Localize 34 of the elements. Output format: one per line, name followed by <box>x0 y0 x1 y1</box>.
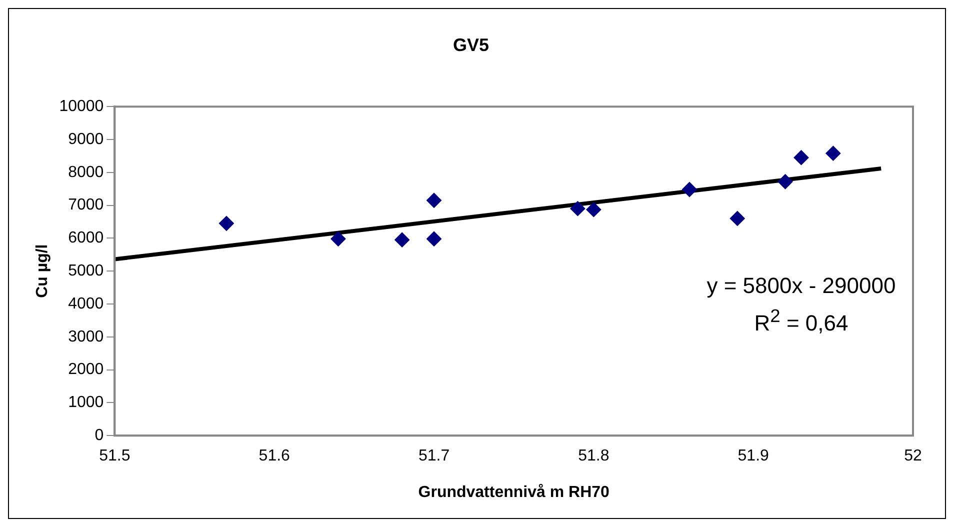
point <box>426 231 442 246</box>
point <box>218 216 234 231</box>
y-tick-label: 0 <box>94 427 104 444</box>
point <box>426 192 442 208</box>
y-tick-label: 8000 <box>68 164 104 181</box>
point <box>682 182 697 198</box>
point <box>794 150 809 166</box>
point <box>330 231 346 246</box>
x-axis-title: Grundvattennivå m RH70 <box>418 482 610 501</box>
point <box>826 146 841 161</box>
point <box>730 210 745 226</box>
x-tick-label: 51.9 <box>738 448 770 465</box>
y-tick-label: 5000 <box>68 262 104 280</box>
annotation: y = 5800x - 290000 <box>706 272 897 300</box>
x-tick-label: 51.5 <box>99 448 130 465</box>
point <box>586 202 602 218</box>
y-tick-label: 10000 <box>59 98 104 116</box>
x-tick-label: 52 <box>904 448 922 465</box>
x-tick-label: 51.7 <box>418 448 450 465</box>
y-axis-title: Cu µg/l <box>34 244 52 298</box>
point <box>570 201 586 216</box>
y-tick-label: 6000 <box>68 230 104 247</box>
y-tick-label: 3000 <box>68 328 104 346</box>
annotation: R$^{2}$ = 0,64 <box>753 304 850 338</box>
y-tick-label: 4000 <box>68 295 104 312</box>
y-tick-label: 9000 <box>68 130 104 148</box>
y-tick-label: 1000 <box>68 394 104 412</box>
y-tick-label: 7000 <box>68 196 104 214</box>
point <box>778 174 793 190</box>
y-tick-label: 2000 <box>68 361 104 378</box>
x-tick-label: 51.6 <box>258 448 290 465</box>
x-tick-label: 51.8 <box>578 448 610 465</box>
point <box>394 232 410 248</box>
chart-title: GV5 <box>452 34 490 55</box>
